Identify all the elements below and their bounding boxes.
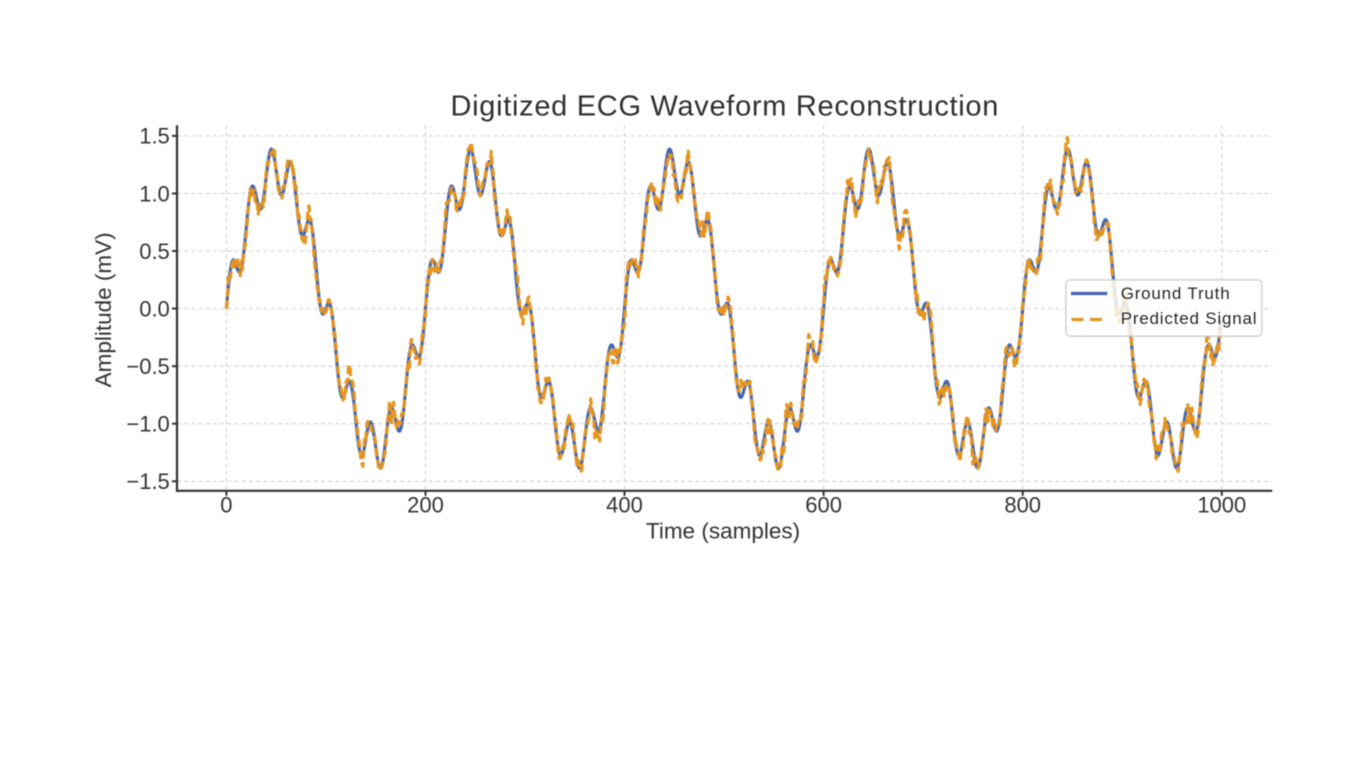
svg-text:1000: 1000: [1197, 492, 1246, 517]
svg-text:0.0: 0.0: [139, 296, 170, 321]
svg-text:−1.0: −1.0: [126, 412, 169, 437]
svg-text:600: 600: [805, 492, 842, 517]
svg-text:Time (samples): Time (samples): [646, 518, 800, 543]
svg-text:0: 0: [220, 492, 232, 517]
svg-text:200: 200: [407, 492, 444, 517]
svg-text:0.5: 0.5: [139, 239, 170, 264]
svg-text:Amplitude (mV): Amplitude (mV): [91, 232, 116, 387]
svg-text:−0.5: −0.5: [126, 354, 169, 379]
svg-text:1.5: 1.5: [139, 124, 170, 149]
svg-text:1.0: 1.0: [139, 181, 170, 206]
svg-text:Digitized ECG Waveform Reconst: Digitized ECG Waveform Reconstruction: [450, 91, 999, 123]
svg-text:Ground Truth: Ground Truth: [1121, 284, 1231, 303]
svg-text:Predicted Signal: Predicted Signal: [1121, 309, 1258, 328]
svg-text:800: 800: [1004, 492, 1041, 517]
svg-text:400: 400: [606, 492, 643, 517]
svg-text:−1.5: −1.5: [126, 469, 169, 494]
